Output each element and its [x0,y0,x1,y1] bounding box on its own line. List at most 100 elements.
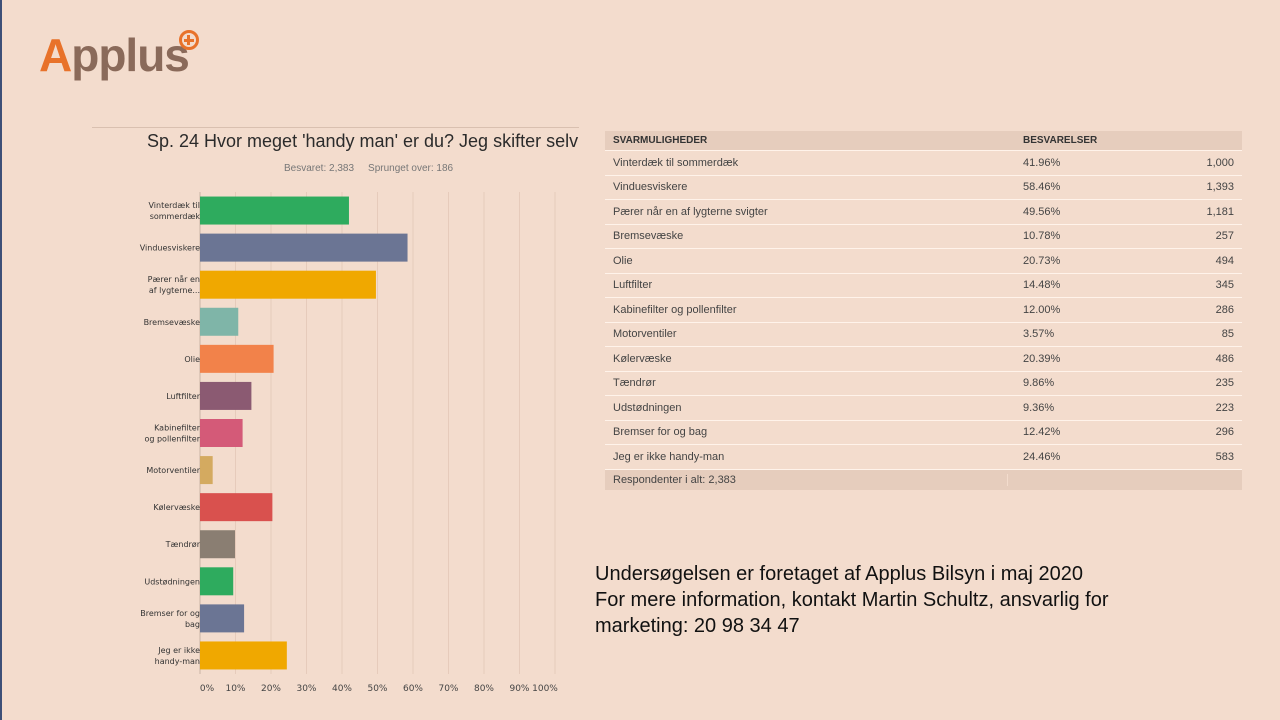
option-percent: 24.46% [1023,450,1061,463]
bar [200,604,245,633]
bar [200,344,274,373]
option-percent: 14.48% [1023,279,1061,292]
option-count: 345 [1215,279,1234,292]
table-footer: Respondenter i alt: 2,383 [605,469,1242,490]
category-label: Olie [184,355,200,364]
bar [200,233,408,262]
option-label: Vinterdæk til sommerdæk [613,156,739,169]
x-tick-label: 40% [332,684,352,694]
option-percent: 49.56% [1023,205,1061,218]
option-percent: 12.00% [1023,303,1061,316]
plus-icon [179,30,199,50]
x-tick-label: 90% [509,684,529,694]
table-row: Kabinefilter og pollenfilter 12.00% 286 [605,298,1242,323]
category-label: Vinduesviskere [140,244,200,253]
header-options: SVARMULIGHEDER [613,135,708,146]
option-label: Motorventiler [613,328,677,341]
option-count: 286 [1215,303,1234,316]
category-label: Tændrør [165,540,201,549]
bar [200,196,349,225]
bar [200,493,273,522]
option-percent: 20.39% [1023,352,1061,365]
category-label: Kabinefilter og pollenfilter [144,424,200,444]
bar [200,567,234,596]
chart-title: Sp. 24 Hvor meget 'handy man' er du? Jeg… [147,131,579,151]
table-row: Vinterdæk til sommerdæk 41.96% 1,000 [605,151,1242,176]
x-tick-label: 80% [474,684,494,694]
answered-count: Besvaret: 2,383 [284,163,355,174]
results-table: SVARMULIGHEDER BESVARELSER Vinterdæk til… [605,131,1242,490]
option-label: Bremsevæske [613,230,684,243]
x-tick-label: 50% [367,684,387,694]
divider [92,127,579,128]
option-label: Jeg er ikke handy-man [613,450,725,463]
option-label: Pærer når en af lygterne svigter [613,205,768,218]
category-label: Motorventiler [146,466,200,475]
table-row: Jeg er ikke handy-man 24.46% 583 [605,445,1242,470]
table-row: Udstødningen 9.36% 223 [605,396,1242,421]
option-count: 257 [1215,230,1234,243]
table-row: Bremsevæske 10.78% 257 [605,225,1242,249]
category-label: Kølervæske [153,503,200,512]
option-label: Luftfilter [613,279,653,292]
option-count: 1,000 [1206,156,1234,169]
bar [200,456,213,485]
category-label: Pærer når en af lygterne... [148,274,200,295]
option-percent: 20.73% [1023,254,1061,267]
chart-subtitle: Besvaret: 2,383 Sprunget over: 186 [284,163,467,174]
x-tick-label: 10% [225,684,245,694]
category-label: Jeg er ikke handy-man [155,646,200,666]
option-count: 583 [1215,450,1234,463]
x-tick-label: 70% [438,684,458,694]
skipped-count: Sprunget over: 186 [368,163,454,174]
option-label: Udstødningen [613,401,682,414]
bar [200,419,243,447]
option-count: 494 [1215,254,1234,267]
option-count: 1,181 [1206,205,1234,218]
survey-note: Undersøgelsen er foretaget af Applus Bil… [595,561,1109,639]
header-responses: BESVARELSER [1023,135,1098,146]
category-label: Udstødningen [144,577,200,586]
option-label: Bremser for og bag [613,426,708,439]
table-row: Luftfilter 14.48% 345 [605,274,1242,298]
option-percent: 3.57% [1023,328,1055,341]
x-tick-label: 60% [403,684,423,694]
table-row: Kølervæske 20.39% 486 [605,347,1242,372]
category-label: Bremser for og bag [140,609,200,629]
table-row: Pærer når en af lygterne svigter 49.56% 1,… [605,200,1242,225]
bar [200,381,252,410]
option-label: Vinduesviskere [613,181,688,194]
table-row: Olie 20.73% 494 [605,249,1242,274]
bar [200,641,287,670]
category-label: Luftfilter [166,392,201,401]
option-percent: 9.86% [1023,377,1055,390]
option-label: Kølervæske [613,352,672,365]
total-respondents: Respondenter i alt: 2,383 [605,473,1008,486]
option-count: 486 [1215,352,1234,365]
bar [200,307,239,336]
bar-chart: 0% 10% 20% 30% 40% 50% 60% 70% 80% 90% 100% Vinterd… [140,192,558,694]
option-count: 223 [1215,401,1234,414]
option-count: 85 [1221,328,1234,341]
table-row: Motorventiler 3.57% 85 [605,323,1242,347]
option-label: Tændrør [613,377,656,390]
x-tick-label: 30% [296,684,316,694]
option-percent: 41.96% [1023,156,1061,169]
note-line: For mere information, kontakt Martin Sch… [595,589,1109,611]
table-row: Vinduesviskere 58.46% 1,393 [605,176,1242,200]
bar [200,530,236,559]
category-label: Vinterdæk til sommerdæk [149,201,201,221]
table-header: SVARMULIGHEDER BESVARELSER [605,131,1242,151]
option-percent: 9.36% [1023,401,1055,414]
note-line: Undersøgelsen er foretaget af Applus Bil… [595,563,1084,585]
x-tick-label: 20% [261,684,281,694]
option-count: 1,393 [1206,181,1234,194]
option-count: 235 [1215,377,1234,390]
option-percent: 58.46% [1023,181,1061,194]
x-tick-label: 0% [200,684,215,694]
x-tick-label: 100% [532,684,558,694]
note-line: marketing: 20 98 34 47 [595,615,800,637]
option-percent: 10.78% [1023,230,1061,243]
table-row: Bremser for og bag 12.42% 296 [605,421,1242,445]
option-label: Kabinefilter og pollenfilter [613,303,737,316]
